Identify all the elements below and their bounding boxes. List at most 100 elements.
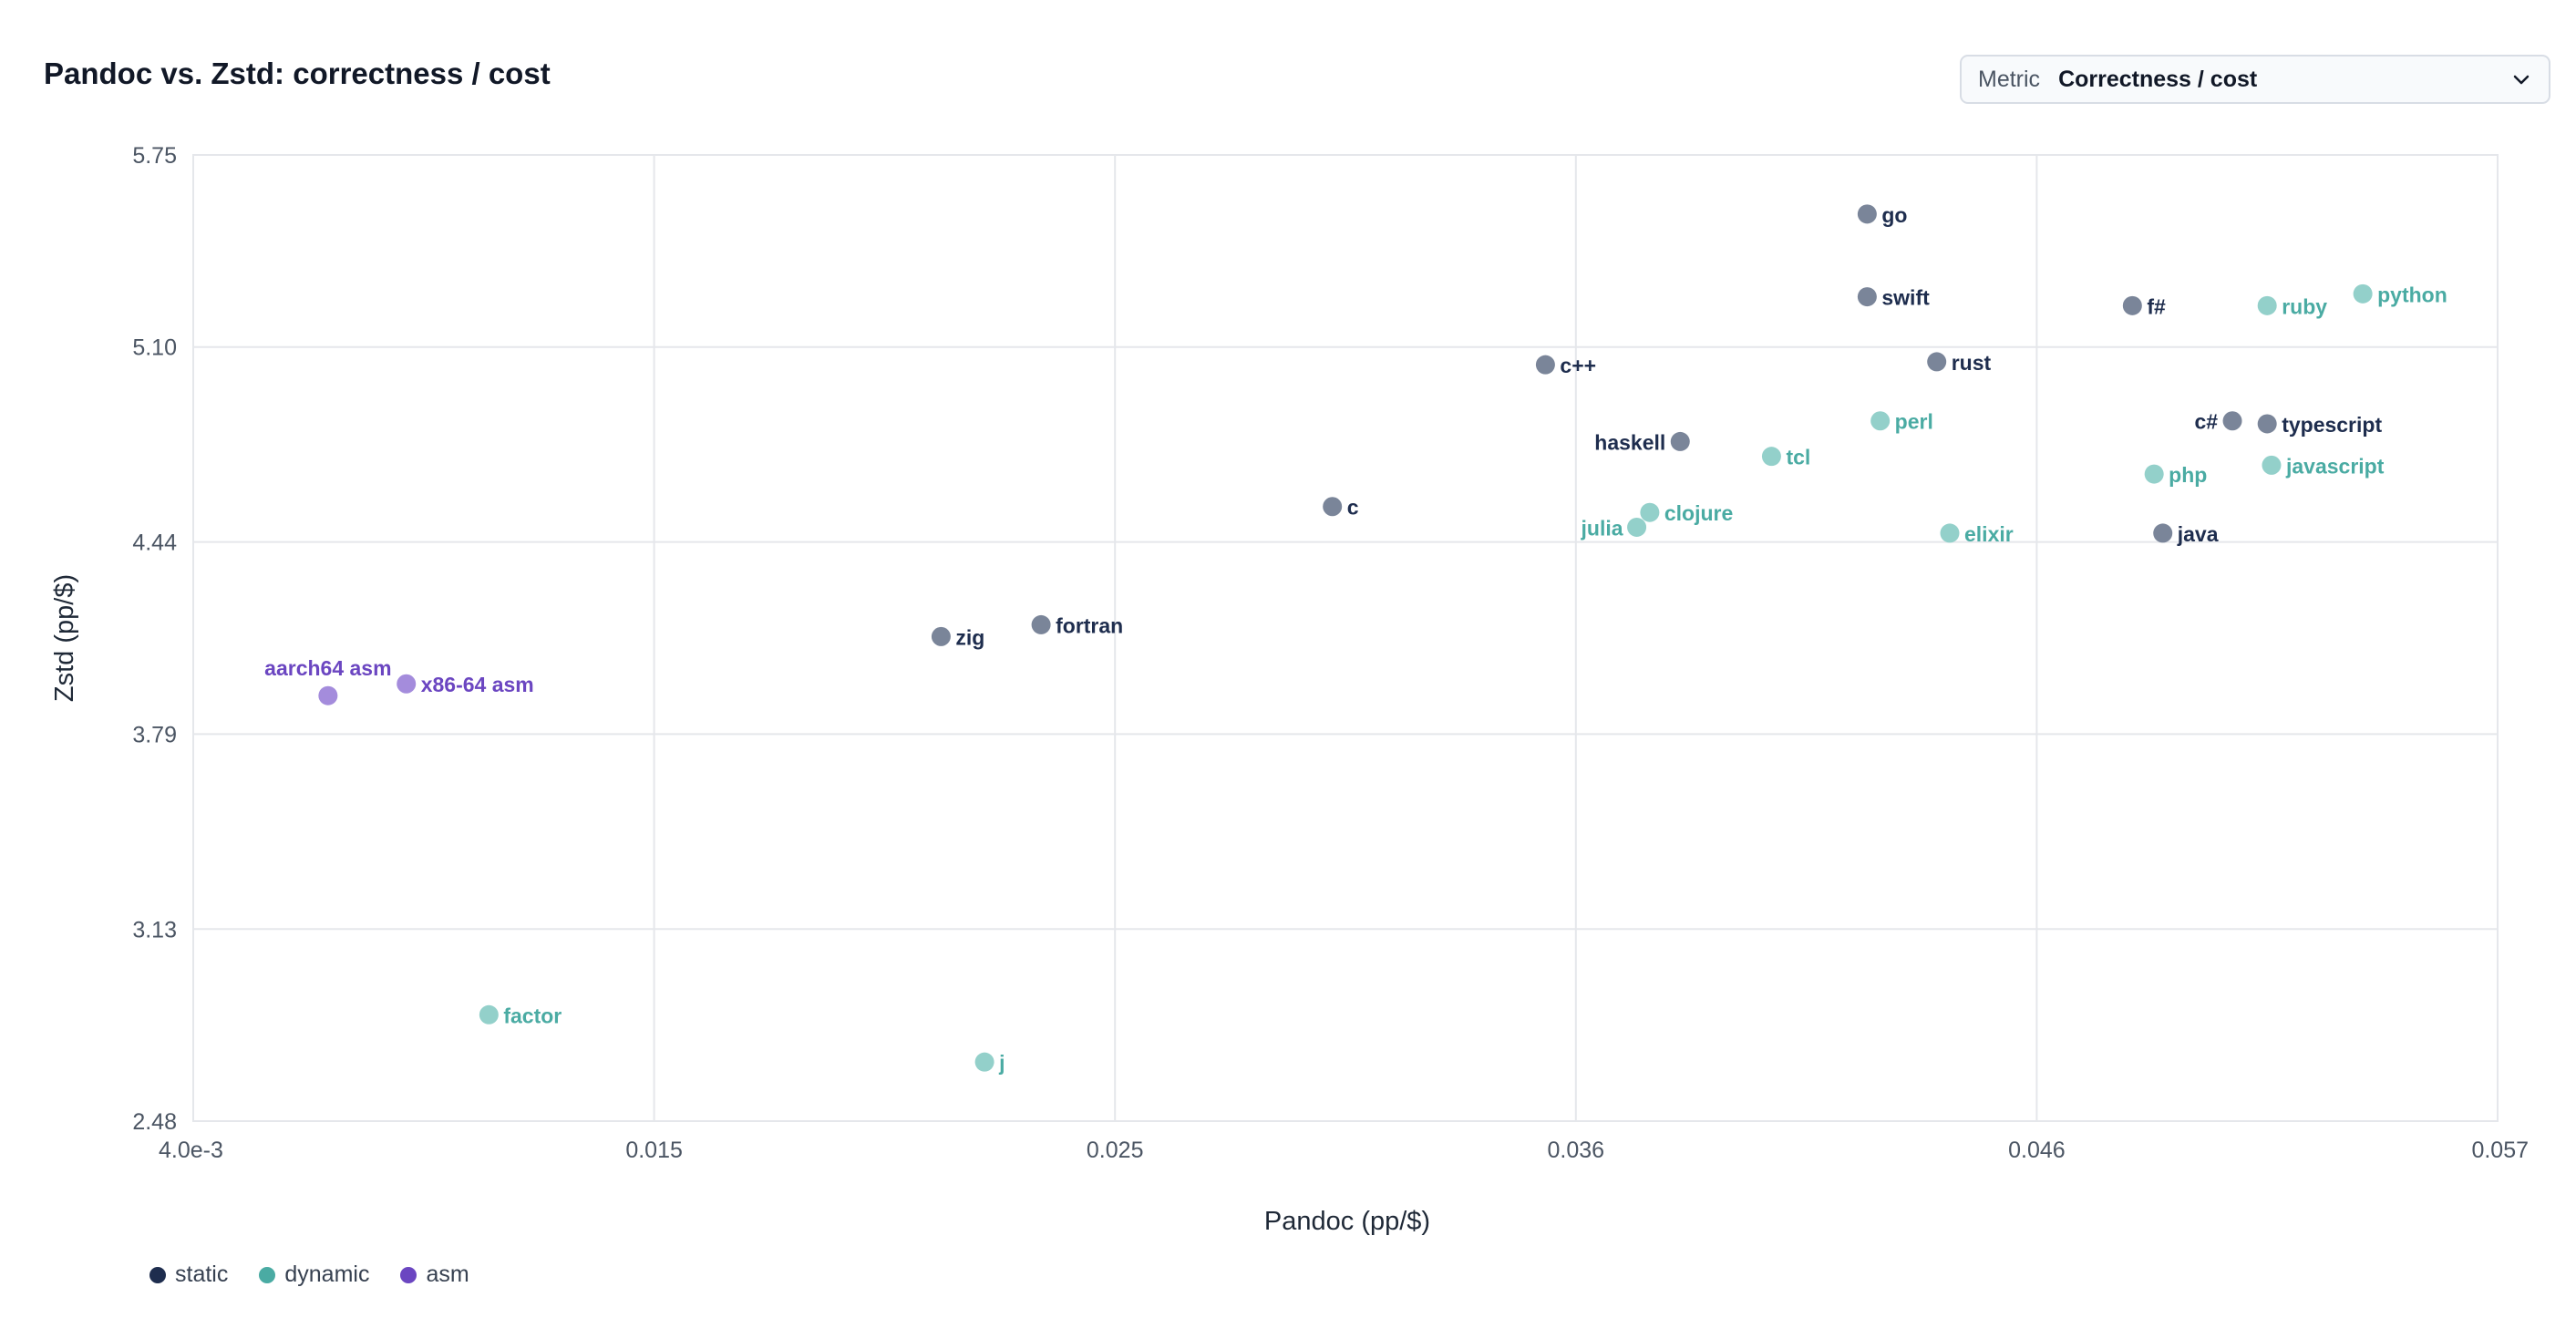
x-tick-label: 0.015 (625, 1138, 683, 1163)
chart-legend: static dynamic asm (149, 1261, 500, 1288)
x-tick-label: 4.0e-3 (159, 1138, 223, 1163)
point-marker[interactable] (2144, 464, 2164, 484)
point-label: php (2169, 463, 2207, 487)
legend-item-static: static (149, 1261, 228, 1288)
data-point-rust[interactable]: rust (1927, 351, 1991, 375)
point-marker[interactable] (1627, 517, 1647, 537)
point-marker[interactable] (1940, 523, 1960, 543)
point-marker[interactable] (1761, 447, 1781, 467)
legend-swatch (149, 1266, 166, 1283)
point-label: javascript (2285, 454, 2385, 478)
legend-swatch (400, 1266, 417, 1283)
point-label: c# (2194, 410, 2218, 434)
point-marker[interactable] (1031, 614, 1051, 634)
point-label: fortran (1056, 613, 1123, 637)
data-point-swift[interactable]: swift (1857, 286, 1930, 310)
point-marker[interactable] (1535, 355, 1555, 375)
data-point-c-[interactable]: c++ (1535, 354, 1596, 377)
data-point-ruby[interactable]: ruby (2257, 294, 2328, 318)
data-point-c-[interactable]: c# (2194, 410, 2242, 434)
point-label: rust (1952, 351, 1992, 375)
data-point-clojure[interactable]: clojure (1640, 501, 1733, 525)
data-points: go swift f# ruby python rust c++ perl c# typescri… (264, 203, 2447, 1075)
point-label: haskell (1594, 430, 1665, 454)
point-marker[interactable] (2353, 283, 2373, 304)
y-tick-label: 5.75 (132, 143, 177, 169)
data-point-julia[interactable]: julia (1581, 516, 1647, 540)
point-label: x86-64 asm (421, 673, 534, 696)
data-point-x86-64-asm[interactable]: x86-64 asm (397, 673, 534, 696)
point-label: factor (503, 1004, 562, 1027)
metric-selected-value: Correctness / cost (2058, 66, 2258, 92)
y-tick-label: 4.44 (132, 530, 177, 556)
legend-label: asm (426, 1261, 469, 1287)
point-label: c (1347, 496, 1359, 520)
point-label: ruby (2282, 294, 2327, 318)
data-point-f-[interactable]: f# (2122, 294, 2166, 318)
data-point-php[interactable]: php (2144, 463, 2208, 487)
data-point-go[interactable]: go (1857, 203, 1908, 227)
data-point-python[interactable]: python (2353, 283, 2447, 306)
point-marker[interactable] (2153, 523, 2173, 543)
point-marker[interactable] (397, 674, 417, 694)
data-point-tcl[interactable]: tcl (1761, 446, 1810, 469)
legend-swatch (259, 1266, 276, 1283)
scatter-chart: 4.0e-3 0.015 0.025 0.036 0.046 0.057 2.48 3.13 3… (50, 143, 2529, 1236)
x-tick-label: 0.036 (1548, 1138, 1605, 1163)
point-marker[interactable] (1870, 411, 1891, 431)
point-marker[interactable] (2257, 414, 2277, 434)
point-label: go (1881, 203, 1907, 227)
point-marker[interactable] (1927, 352, 1947, 372)
data-point-elixir[interactable]: elixir (1940, 522, 2014, 546)
data-point-j[interactable]: j (974, 1051, 1005, 1075)
x-tick-label: 0.025 (1087, 1138, 1144, 1163)
point-label: aarch64 asm (264, 656, 391, 680)
data-point-java[interactable]: java (2153, 522, 2219, 546)
point-marker[interactable] (479, 1004, 499, 1025)
data-point-typescript[interactable]: typescript (2257, 413, 2383, 437)
data-point-aarch64-asm[interactable]: aarch64 asm (264, 656, 392, 705)
point-label: clojure (1664, 501, 1733, 525)
point-label: c++ (1560, 354, 1596, 377)
data-point-zig[interactable]: zig (931, 625, 984, 649)
point-marker[interactable] (931, 626, 951, 646)
point-label: zig (955, 625, 984, 649)
point-marker[interactable] (318, 685, 338, 705)
y-axis-label: Zstd (pp/$) (50, 574, 79, 702)
point-marker[interactable] (1323, 497, 1343, 517)
point-marker[interactable] (1857, 287, 1877, 307)
data-point-perl[interactable]: perl (1870, 410, 1933, 434)
y-tick-label: 3.79 (132, 722, 177, 747)
grid-lines (192, 154, 2499, 1122)
legend-label: dynamic (284, 1261, 370, 1287)
chevron-down-icon (2513, 75, 2530, 85)
metric-select[interactable]: Metric Correctness / cost (1960, 55, 2550, 104)
x-tick-label: 0.046 (2008, 1138, 2066, 1163)
data-point-fortran[interactable]: fortran (1031, 613, 1124, 637)
point-label: typescript (2282, 413, 2382, 437)
point-label: python (2377, 283, 2447, 306)
data-point-factor[interactable]: factor (479, 1004, 562, 1027)
point-marker[interactable] (1670, 431, 1690, 451)
point-marker[interactable] (1640, 502, 1660, 522)
point-marker[interactable] (2257, 295, 2277, 315)
y-tick-label: 5.10 (132, 335, 177, 361)
metric-label: Metric (1978, 66, 2041, 92)
data-point-javascript[interactable]: javascript (2262, 454, 2385, 478)
point-marker[interactable] (2122, 295, 2142, 315)
point-marker[interactable] (2222, 411, 2242, 431)
point-marker[interactable] (1857, 204, 1877, 224)
legend-item-dynamic: dynamic (259, 1261, 369, 1288)
point-label: java (2177, 522, 2219, 546)
data-point-c[interactable]: c (1323, 496, 1359, 520)
point-marker[interactable] (974, 1052, 994, 1072)
y-tick-label: 2.48 (132, 1109, 177, 1135)
point-label: julia (1581, 516, 1623, 540)
point-label: j (998, 1051, 1005, 1075)
data-point-haskell[interactable]: haskell (1594, 430, 1690, 454)
point-marker[interactable] (2262, 455, 2282, 475)
x-tick-label: 0.057 (2471, 1138, 2529, 1163)
legend-label: static (175, 1261, 229, 1287)
axis-ticks: 4.0e-3 0.015 0.025 0.036 0.046 0.057 2.48 3.13 3… (132, 143, 2529, 1163)
chart-title: Pandoc vs. Zstd: correctness / cost (44, 57, 551, 90)
